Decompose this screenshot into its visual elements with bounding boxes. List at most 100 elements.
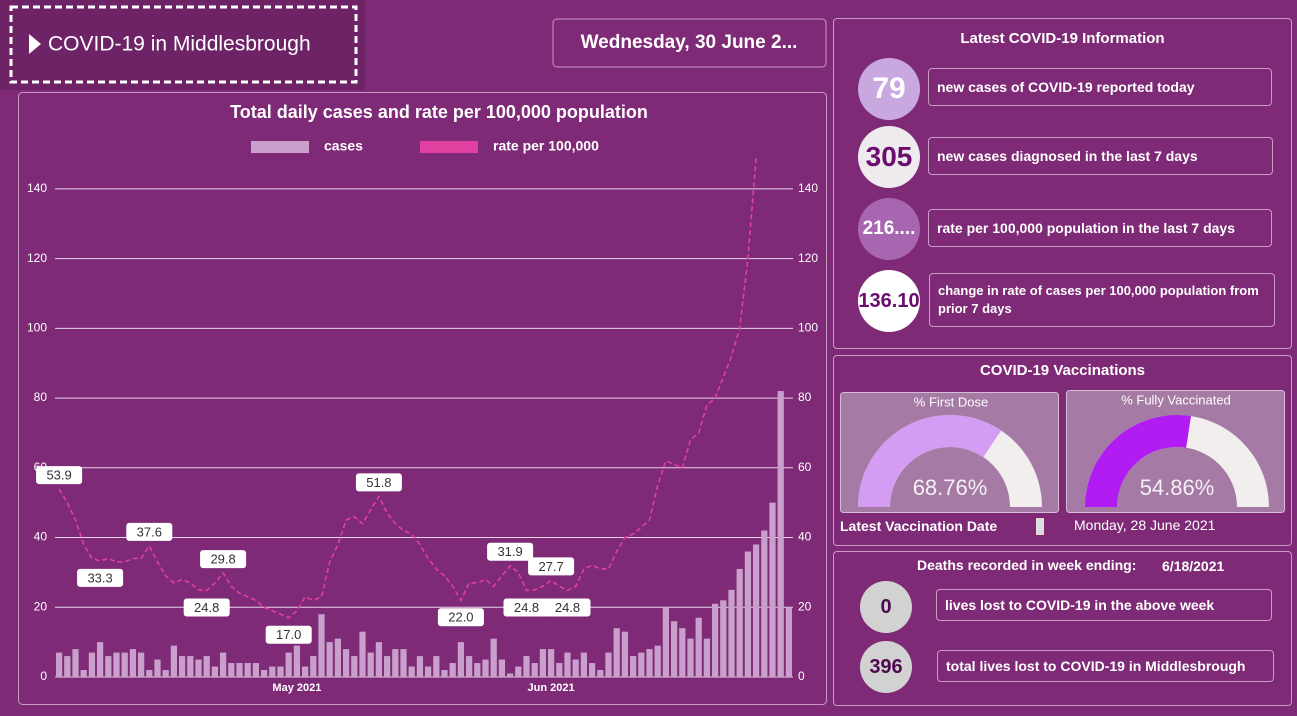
data-label-box	[487, 542, 534, 561]
bar	[187, 656, 194, 677]
data-label-box	[544, 598, 591, 617]
header-title: COVID-19 in Middlesbrough	[48, 33, 311, 56]
chart-title: Total daily cases and rate per 100,000 p…	[230, 102, 648, 122]
bar	[744, 551, 752, 677]
bar	[539, 649, 547, 677]
bar	[736, 568, 743, 677]
y2-tick-label: 80	[798, 390, 812, 404]
bar	[219, 652, 227, 677]
data-label: 24.8	[514, 600, 539, 615]
bar	[629, 656, 637, 677]
bar	[342, 649, 350, 677]
deaths-date: 6/18/2021	[1162, 558, 1225, 574]
bar	[597, 670, 604, 677]
bar	[55, 652, 63, 677]
bar	[211, 666, 219, 677]
bar	[416, 656, 424, 677]
vaccination-panel: COVID-19 Vaccinations	[833, 355, 1292, 546]
bar	[285, 652, 292, 677]
bar	[301, 666, 309, 677]
bar	[154, 659, 161, 677]
bar	[236, 663, 243, 677]
header-icon	[29, 34, 41, 54]
bar	[490, 638, 497, 677]
bar	[351, 656, 358, 677]
y-tick-label: 20	[34, 599, 48, 613]
legend-label: rate per 100,000	[493, 138, 599, 154]
bar	[498, 659, 506, 677]
data-label: 29.8	[210, 552, 235, 567]
bar	[588, 663, 596, 677]
y-tick-label: 40	[34, 530, 48, 544]
bar	[383, 656, 391, 677]
bar	[96, 642, 104, 677]
bar	[334, 638, 342, 677]
rate-line	[58, 157, 757, 619]
bar	[424, 666, 432, 677]
bar	[310, 656, 317, 677]
bar	[269, 666, 276, 677]
bar	[761, 530, 768, 677]
bar	[64, 656, 71, 677]
bar	[277, 666, 284, 677]
data-label: 53.9	[46, 468, 71, 483]
chart-panel	[18, 92, 827, 705]
stat-circle: 0	[860, 581, 912, 633]
bar	[359, 631, 366, 677]
bar	[88, 652, 96, 677]
data-label-box	[437, 608, 484, 627]
bar	[408, 666, 415, 677]
data-label: 24.8	[555, 600, 580, 615]
bar	[613, 628, 620, 677]
bar	[515, 666, 522, 677]
date-marker	[1036, 518, 1044, 535]
bar	[72, 649, 79, 677]
bar	[777, 391, 784, 677]
bar	[769, 502, 776, 677]
bar	[137, 652, 145, 677]
y-tick-label: 80	[34, 390, 48, 404]
bar	[556, 663, 563, 677]
bar	[375, 642, 383, 677]
bar	[703, 638, 711, 677]
y2-tick-label: 140	[798, 181, 818, 195]
y2-tick-label: 100	[798, 321, 818, 335]
gauge-value-label: 68.76%	[913, 475, 988, 500]
panel-title: Latest COVID-19 Information	[960, 30, 1165, 47]
bar	[367, 652, 374, 677]
bar	[252, 663, 260, 677]
report-date: Wednesday, 30 June 2...	[581, 32, 798, 53]
bar	[121, 652, 128, 677]
y-tick-label: 100	[27, 321, 47, 335]
gauge-value	[858, 415, 1002, 507]
panel-title: COVID-19 Vaccinations	[979, 362, 1146, 379]
bar	[621, 631, 629, 677]
y-tick-label: 120	[27, 251, 47, 265]
bar	[433, 656, 440, 677]
data-label-box	[77, 568, 124, 587]
y2-tick-label: 40	[798, 530, 812, 544]
y2-tick-label: 120	[798, 251, 818, 265]
stat-label: total lives lost to COVID-19 in Middlesb…	[937, 650, 1274, 682]
data-label-box	[503, 598, 550, 617]
bar	[80, 670, 87, 677]
stat-circle: 136.10	[858, 270, 920, 332]
bar	[711, 603, 719, 677]
bar	[129, 649, 137, 677]
x-tick-label: May 2021	[272, 682, 321, 694]
bar	[228, 663, 235, 677]
bar	[146, 670, 153, 677]
bar	[785, 607, 793, 677]
bar	[318, 614, 325, 677]
stat-circle: 305	[858, 126, 920, 188]
bar	[662, 607, 670, 677]
stat-label: new cases diagnosed in the last 7 days	[928, 137, 1273, 175]
data-label-box	[200, 550, 247, 569]
date-box	[552, 18, 827, 68]
bar	[654, 645, 661, 677]
bar	[170, 645, 178, 677]
data-label-box	[126, 522, 173, 541]
data-label-box	[355, 473, 402, 492]
bar	[687, 638, 694, 677]
data-label: 31.9	[497, 544, 522, 559]
